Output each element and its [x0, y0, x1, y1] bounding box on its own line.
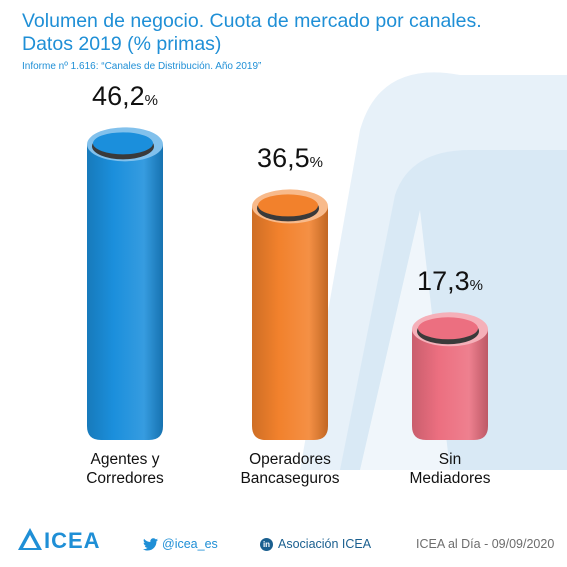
- bar-top-face: [93, 132, 153, 155]
- category-label-line: Operadores: [249, 451, 331, 468]
- twitter-bird-icon: [143, 537, 158, 550]
- chart-subtitle: Informe nº 1.616: “Canales de Distribuci…: [22, 61, 262, 72]
- linkedin-name: Asociación ICEA: [278, 537, 372, 551]
- icea-logo-icon: [18, 528, 42, 550]
- value-label: 46,2%: [55, 81, 195, 112]
- value-number: 36,5: [257, 143, 310, 174]
- twitter-link[interactable]: @icea_es: [143, 537, 218, 551]
- linkedin-icon: in: [260, 537, 273, 551]
- footer: ICEA @icea_es in Asociación ICEA ICEA al…: [0, 520, 567, 567]
- icea-logo[interactable]: ICEA: [16, 526, 101, 554]
- category-label: Agentes y Corredores: [45, 450, 205, 488]
- value-label: 17,3%: [380, 266, 520, 297]
- chart-title-line-1: Volumen de negocio. Cuota de mercado por…: [22, 10, 482, 32]
- category-label-line: Corredores: [86, 470, 164, 487]
- category-label-line: Bancaseguros: [240, 470, 340, 487]
- category-label: Sin Mediadores: [370, 450, 530, 488]
- twitter-handle: @icea_es: [162, 537, 218, 551]
- category-label: Operadores Bancaseguros: [210, 450, 370, 488]
- publication-date: ICEA al Día - 09/09/2020: [416, 537, 555, 551]
- category-label-line: Mediadores: [409, 470, 491, 487]
- chart-title: Volumen de negocio. Cuota de mercado por…: [22, 10, 552, 56]
- bar-top-face: [418, 317, 478, 340]
- value-unit: %: [309, 154, 323, 172]
- bar-body: [252, 206, 328, 440]
- value-unit: %: [144, 92, 158, 110]
- chart-title-line-2: Datos 2019 (% primas): [22, 33, 222, 55]
- category-label-line: Sin: [438, 451, 462, 468]
- value-unit: %: [469, 277, 483, 295]
- value-label: 36,5%: [220, 143, 360, 174]
- bar-top-face: [258, 194, 318, 217]
- value-number: 17,3: [417, 266, 470, 297]
- value-number: 46,2: [92, 81, 145, 112]
- linkedin-link[interactable]: in Asociación ICEA: [260, 537, 371, 551]
- bar-body: [87, 144, 163, 440]
- bar-body: [412, 329, 488, 440]
- category-label-line: Agentes y: [90, 451, 160, 468]
- logo-text: ICEA: [44, 528, 101, 553]
